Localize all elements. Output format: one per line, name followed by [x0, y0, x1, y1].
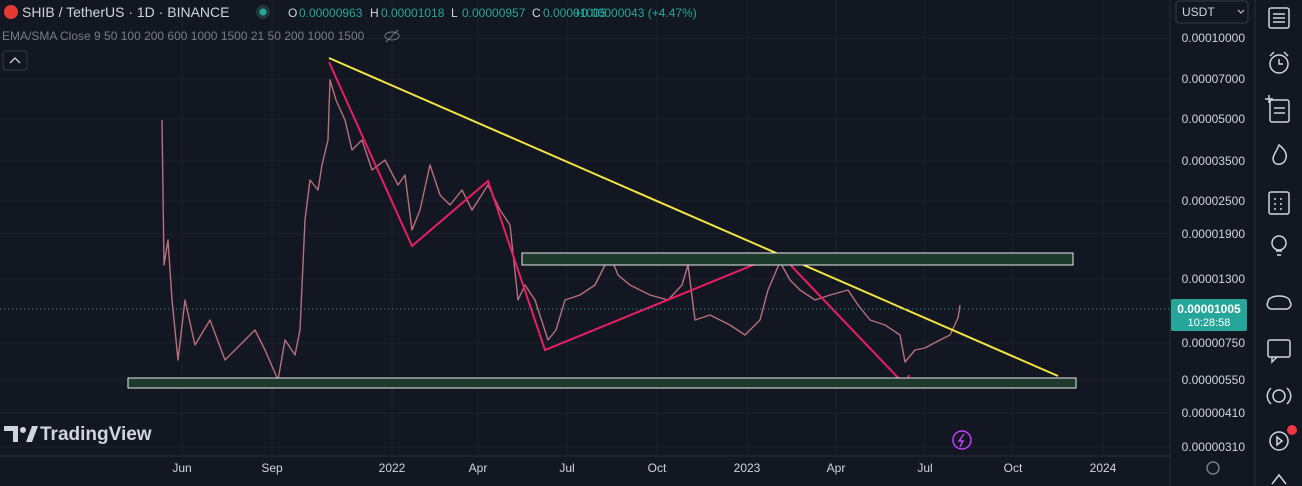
price-label: 0.00005000: [1182, 112, 1246, 126]
ohlc-value: 0.00001005: [543, 6, 607, 20]
status-dot: [259, 8, 267, 16]
collapse-icon: [9, 57, 21, 64]
messages-button[interactable]: [1267, 339, 1291, 364]
current-price-tag: [1171, 299, 1247, 331]
time-label: 2024: [1090, 461, 1117, 475]
settings-button[interactable]: [1206, 461, 1220, 475]
price-label: 0.00010000: [1182, 31, 1246, 45]
resistance-zone: [521, 252, 1074, 266]
time-label: Apr: [827, 461, 846, 475]
currency: USDT: [1182, 5, 1215, 19]
hotlists-button[interactable]: [1272, 143, 1288, 165]
visibility-icon[interactable]: [384, 29, 400, 43]
price-label: 0.00000310: [1182, 440, 1246, 454]
change: +0.00000043 (+4.47%): [574, 6, 697, 20]
brand: TradingView: [40, 424, 152, 445]
dropdown-caret: [1237, 9, 1245, 14]
more-button[interactable]: [1271, 473, 1287, 485]
time-label: Apr: [469, 461, 488, 475]
ohlc-label: C: [532, 6, 541, 20]
time-label: Jun: [172, 461, 191, 475]
symbol-icon: [4, 5, 18, 19]
right-toolbar: [1255, 0, 1302, 486]
indicator-legend[interactable]: EMA/SMA Close 9 50 100 200 600 1000 1500…: [2, 29, 365, 43]
ohlc-label: H: [370, 6, 379, 20]
chat-button[interactable]: [1266, 295, 1292, 310]
time-label: Oct: [1004, 461, 1023, 475]
watchlist-button[interactable]: [1268, 7, 1290, 29]
ohlc-value: 0.00001018: [381, 6, 445, 20]
time-label: Sep: [261, 461, 283, 475]
symbol[interactable]: SHIB / TetherUS · 1D · BINANCE: [22, 4, 229, 20]
current-price: 0.00001005: [1177, 302, 1241, 316]
price-scale: 0.00010000 0.00007000 0.00005000 0.00003500…: [1182, 31, 1246, 454]
time-label: 2022: [379, 461, 406, 475]
ohlc-label: L: [451, 6, 458, 20]
ohlc: O 0.00000963 H 0.00001018 L 0.00000957 C 0.0000…: [288, 6, 607, 20]
time-label: 2023: [734, 461, 761, 475]
ohlc-value: 0.00000963: [299, 6, 363, 20]
time-label: Jul: [917, 461, 932, 475]
countdown: 10:28:58: [1188, 317, 1231, 329]
time-label: Jul: [559, 461, 574, 475]
price-label: 0.00002500: [1182, 194, 1246, 208]
zigzag: [328, 61, 906, 386]
time-label: Oct: [648, 461, 667, 475]
support-zone: [127, 377, 1077, 389]
collapse-button[interactable]: [2, 50, 28, 71]
notification-dot: [1287, 425, 1297, 435]
news-button[interactable]: [1265, 95, 1290, 123]
price-label: 0.00003500: [1182, 154, 1246, 168]
price-label: 0.00000750: [1182, 336, 1246, 350]
calendar-button[interactable]: [1268, 191, 1290, 215]
price-label: 0.00001300: [1182, 272, 1246, 286]
live-button[interactable]: [1269, 431, 1289, 451]
alerts-button[interactable]: [1269, 51, 1289, 74]
streams-button[interactable]: [1266, 387, 1292, 405]
logo: [4, 426, 38, 442]
ideas-button[interactable]: [1271, 235, 1287, 256]
trendline: [328, 57, 1059, 377]
price-label: 0.00000550: [1182, 373, 1246, 387]
price-label: 0.00007000: [1182, 72, 1246, 86]
ohlc-label: O: [288, 6, 297, 20]
currency-dropdown[interactable]: [1175, 0, 1249, 24]
time-scale: Jun Sep 2022 Apr Jul Oct 2023 Apr Jul Oct 2024: [172, 461, 1116, 475]
event-icon[interactable]: [952, 430, 972, 450]
price-label: 0.00001900: [1182, 227, 1246, 241]
price-path: [161, 79, 961, 381]
ohlc-value: 0.00000957: [462, 6, 526, 20]
price-label: 0.00000410: [1182, 406, 1246, 420]
event-bolt: [957, 433, 965, 448]
